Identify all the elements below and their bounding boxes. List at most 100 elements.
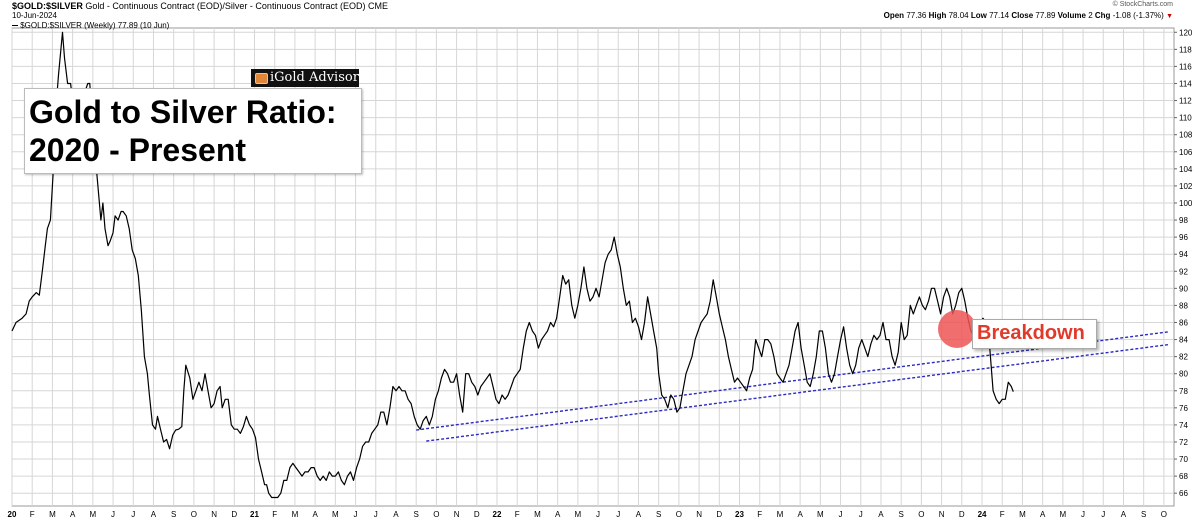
x-tick-label: S [414,510,419,519]
volume-value: 2 [1088,11,1093,20]
x-tick-label: O [1161,510,1167,519]
y-tick-label: 114 [1179,79,1192,88]
y-tick-label: 108 [1179,131,1193,140]
x-tick-label: J [1101,510,1105,519]
low-value: 77.14 [989,11,1010,20]
y-tick-label: 92 [1179,267,1188,276]
x-tick-label: A [1040,510,1046,519]
x-tick-label: O [918,510,924,519]
x-tick-label: S [171,510,176,519]
x-tick-label: J [596,510,600,519]
y-tick-label: 74 [1179,421,1188,430]
volume-label: Volume [1057,11,1086,20]
x-tick-label: 22 [493,510,502,519]
date-label: 10-Jun-2024 [12,11,57,20]
chart-title-line1: Gold to Silver Ratio: [29,94,337,130]
ratio-series-line [11,31,1014,499]
breakdown-callout: Breakdown [972,319,1097,349]
x-tick-label: M [332,510,339,519]
y-tick-label: 102 [1179,182,1193,191]
x-tick-label: N [696,510,702,519]
x-tick-label: A [70,510,76,519]
x-tick-label: J [839,510,843,519]
x-tick-label: M [1060,510,1067,519]
x-tick-label: N [211,510,217,519]
symbol-label: $GOLD:$SILVER [12,1,83,11]
y-tick-label: 88 [1179,301,1188,310]
y-tick-label: 110 [1179,114,1192,123]
y-tick-label: 106 [1179,148,1193,157]
y-tick-label: 66 [1179,489,1188,498]
x-tick-label: F [1000,510,1005,519]
x-tick-label: N [939,510,945,519]
y-tick-label: 120 [1179,28,1193,37]
x-tick-label: F [757,510,762,519]
x-tick-label: 21 [250,510,259,519]
x-tick-label: A [878,510,884,519]
open-label: Open [883,11,905,20]
x-tick-label: A [797,510,803,519]
x-tick-label: M [534,510,541,519]
y-tick-label: 90 [1179,284,1188,293]
x-tick-label: M [49,510,56,519]
igold-advisor-logo: iGold Advisor [251,69,359,87]
watermark: © StockCharts.com [1112,1,1173,8]
y-tick-label: 82 [1179,353,1188,362]
x-tick-label: D [959,510,965,519]
x-tick-label: N [454,510,460,519]
y-tick-label: 84 [1179,336,1188,345]
x-tick-label: F [30,510,35,519]
y-tick-label: 116 [1179,62,1192,71]
x-tick-label: J [354,510,358,519]
x-tick-label: F [272,510,277,519]
legend-entry: $GOLD:$SILVER (Weekly) 77.89 (10 Jun) [12,21,169,30]
x-tick-label: M [777,510,784,519]
x-tick-label: M [292,510,299,519]
x-tick-label: M [1019,510,1026,519]
high-label: High [928,11,947,20]
x-tick-label: 24 [978,510,987,519]
chart-title-box: Gold to Silver Ratio: 2020 - Present [24,88,362,174]
y-tick-label: 78 [1179,387,1188,396]
high-value: 78.04 [948,11,969,20]
y-tick-label: 104 [1179,165,1193,174]
close-value: 77.89 [1035,11,1056,20]
chg-label: Chg [1094,11,1111,20]
gold-bar-icon [255,73,268,84]
open-value: 77.36 [906,11,927,20]
y-tick-label: 100 [1179,199,1193,208]
x-tick-label: J [374,510,378,519]
x-tick-label: S [1141,510,1146,519]
y-tick-label: 72 [1179,438,1188,447]
x-tick-label: M [817,510,824,519]
x-tick-label: F [515,510,520,519]
x-tick-label: A [1121,510,1127,519]
x-tick-label: 23 [735,510,744,519]
x-tick-label: J [616,510,620,519]
x-tick-label: A [393,510,399,519]
breakdown-label: Breakdown [977,322,1085,344]
y-tick-label: 86 [1179,318,1188,327]
y-tick-label: 76 [1179,404,1188,413]
legend-text: $GOLD:$SILVER (Weekly) 77.89 (10 Jun) [20,21,170,30]
x-tick-label: O [676,510,682,519]
y-tick-label: 96 [1179,233,1188,242]
low-label: Low [970,11,987,20]
x-tick-label: A [636,510,642,519]
chart-header-line: $GOLD:$SILVER Gold - Continuous Contract… [12,1,388,11]
y-tick-label: 94 [1179,250,1188,259]
y-tick-label: 98 [1179,216,1188,225]
x-tick-label: D [716,510,722,519]
ohlc-readout: Open 77.36 High 78.04 Low 77.14 Close 77… [884,11,1173,20]
y-tick-label: 68 [1179,472,1188,481]
y-tick-label: 112 [1179,97,1192,106]
legend-swatch [12,25,18,27]
chart-title-line2: 2020 - Present [29,132,247,168]
x-tick-label: J [859,510,863,519]
x-tick-label: M [575,510,582,519]
x-tick-label: J [131,510,135,519]
x-tick-label: O [433,510,439,519]
x-tick-label: S [899,510,904,519]
x-tick-label: S [656,510,661,519]
exchange-label: CME [368,1,388,11]
